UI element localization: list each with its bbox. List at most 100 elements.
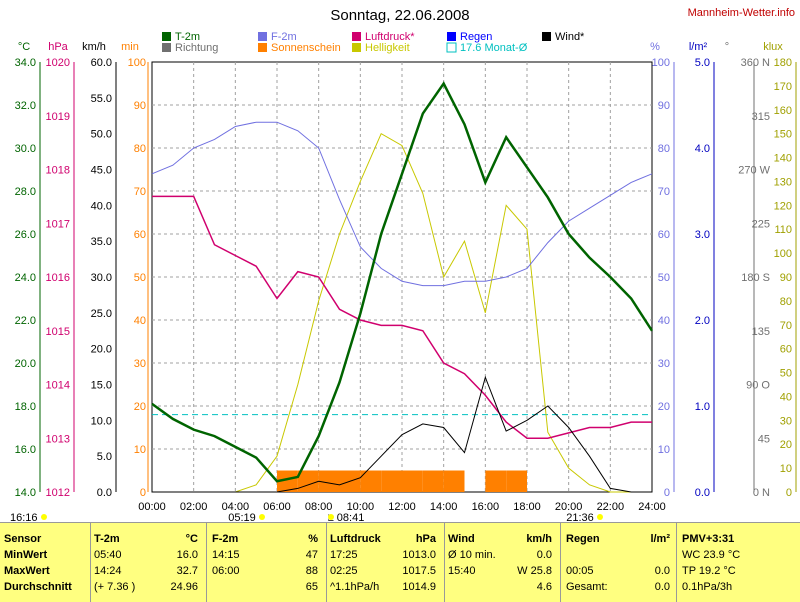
wind-axis-unit: km/h [82, 41, 106, 53]
hum-tick-label: 40 [658, 315, 670, 327]
wind-tick-label: 30.0 [91, 272, 112, 284]
stats-cell: 0.0 [654, 581, 670, 593]
weather-chart: Sonntag, 22.06.2008 Mannheim-Wetter.info… [10, 7, 797, 522]
lux-tick-label: 80 [780, 296, 792, 308]
dir-tick-label: 135 [752, 326, 770, 338]
stats-cell: Gesamt: [566, 581, 608, 593]
stats-cell: 0.0 [654, 565, 670, 577]
stats-cell: 06:00 [212, 565, 240, 577]
stats-header: l/m² [650, 533, 670, 545]
tmin-time-label: ≥ 08:41 [328, 512, 365, 522]
stats-header: Wind [448, 533, 475, 545]
time-tick-label: 18:00 [513, 501, 541, 513]
hum-tick-label: 50 [658, 272, 670, 284]
temp-tick-label: 20.0 [15, 358, 36, 370]
site-name[interactable]: Mannheim-Wetter.info [688, 7, 795, 19]
stats-cell: 1013.0 [402, 549, 436, 561]
wind-tick-label: 25.0 [91, 308, 112, 320]
lux-tick-label: 60 [780, 344, 792, 356]
legend-swatch [162, 32, 171, 41]
hum-tick-label: 70 [658, 186, 670, 198]
min-tick-label: 60 [134, 229, 146, 241]
lux-tick-label: 180 [774, 57, 792, 69]
table-separator [206, 523, 207, 602]
time-tick-label: 02:00 [180, 501, 208, 513]
sunshine-bar [422, 470, 444, 492]
wind-tick-label: 45.0 [91, 165, 112, 177]
time-tick-label: 08:00 [305, 501, 333, 513]
min-tick-label: 0 [140, 487, 146, 499]
lux-tick-label: 130 [774, 176, 792, 188]
wind-tick-label: 35.0 [91, 236, 112, 248]
lux-tick-label: 100 [774, 248, 792, 260]
wind-line [152, 375, 652, 493]
min-tick-label: 90 [134, 100, 146, 112]
sunshine-bar [506, 470, 527, 492]
sunset-dot [597, 514, 603, 520]
temp-tick-label: 18.0 [15, 401, 36, 413]
legend-swatch [446, 42, 457, 53]
legend-swatch [352, 43, 361, 52]
legend-label: Luftdruck* [365, 31, 415, 43]
stats-cell: 47 [305, 549, 318, 561]
stats-cell: (+ 7.36 ) [94, 581, 136, 593]
stats-cell: 17:25 [330, 549, 358, 561]
table-separator [326, 523, 327, 602]
pressure-tick-label: 1013 [46, 433, 70, 445]
stats-header: % [308, 533, 318, 545]
sunshine-bar [297, 470, 319, 492]
rain-tick-label: 3.0 [695, 229, 710, 241]
min-tick-label: 10 [134, 444, 146, 456]
stats-header: T-2m [94, 533, 120, 545]
pressure-tick-label: 1014 [46, 380, 70, 392]
wind-tick-label: 5.0 [97, 451, 112, 463]
noon-dot [328, 514, 334, 520]
min-tick-label: 50 [134, 272, 146, 284]
hum-tick-label: 60 [658, 229, 670, 241]
stats-cell: MaxWert [4, 565, 50, 577]
lux-tick-label: 40 [780, 391, 792, 403]
wind-tick-label: 20.0 [91, 344, 112, 356]
sunshine-bar [381, 470, 402, 492]
sunset-label: 21:36 [566, 512, 594, 522]
sunshine-bar [360, 470, 382, 492]
hum-tick-label: 20 [658, 401, 670, 413]
hum-tick-label: 0 [664, 487, 670, 499]
stats-cell: 00:05 [566, 565, 594, 577]
stats-cell: 0.0 [536, 549, 552, 561]
hum-axis-unit: % [650, 41, 660, 53]
stats-header: Luftdruck [330, 533, 381, 545]
stats-cell: WC 23.9 °C [682, 549, 741, 561]
lux-tick-label: 150 [774, 129, 792, 141]
pressure-tick-label: 1018 [46, 165, 70, 177]
dir-axis-unit: ° [725, 41, 729, 53]
lux-axis-unit: klux [763, 41, 783, 53]
temp-tick-label: 24.0 [15, 272, 36, 284]
lux-tick-label: 160 [774, 105, 792, 117]
legend-swatch [542, 32, 551, 41]
dir-tick-label: 360 N [741, 57, 770, 69]
legend-swatch [162, 43, 171, 52]
table-separator [676, 523, 677, 602]
legend-swatch [352, 32, 361, 41]
axes: 34.0 32.0 30.0 28.0 26.0 24.0 22.0 20.0 18.0 16.0… [10, 41, 797, 522]
legend-swatch [447, 32, 456, 41]
hum-tick-label: 90 [658, 100, 670, 112]
wind-tick-label: 10.0 [91, 415, 112, 427]
time-tick-label: 14:00 [430, 501, 458, 513]
lux-tick-label: 120 [774, 200, 792, 212]
min-tick-label: 70 [134, 186, 146, 198]
wind-tick-label: 15.0 [91, 380, 112, 392]
lux-tick-label: 70 [780, 320, 792, 332]
pressure-tick-label: 1019 [46, 111, 70, 123]
rain-tick-label: 5.0 [695, 57, 710, 69]
pressure-tick-label: 1015 [46, 326, 70, 338]
legend-swatch [258, 43, 267, 52]
temperature-line [151, 81, 654, 483]
stats-cell: 02:25 [330, 565, 358, 577]
dir-tick-label: 45 [758, 433, 770, 445]
legend-label: Helligkeit [365, 42, 410, 54]
stats-cell: 16.0 [176, 549, 198, 561]
